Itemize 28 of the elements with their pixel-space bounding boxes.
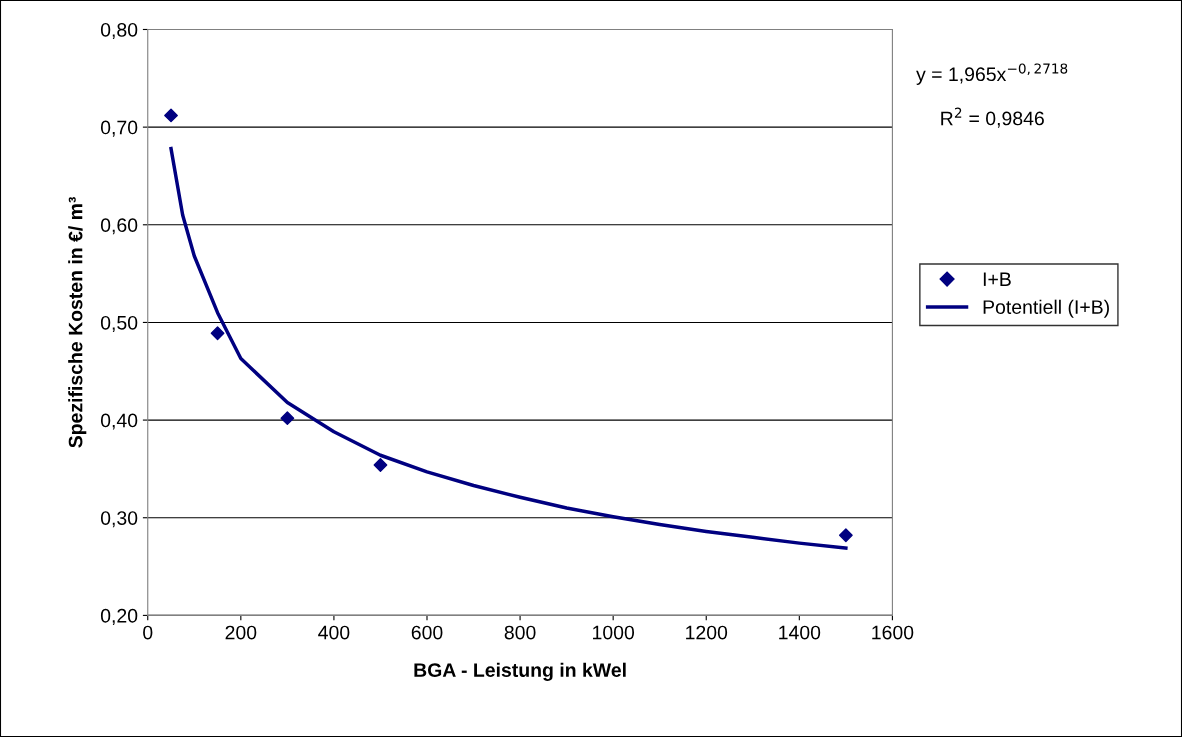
x-tick-label: 0 — [143, 625, 153, 640]
x-tick-label: 800 — [504, 625, 536, 640]
y-tick-label: 0,20 — [100, 608, 138, 625]
x-tick-label: 400 — [318, 625, 350, 640]
y-tick-label: 0,80 — [100, 22, 138, 40]
point — [164, 108, 178, 123]
x-tick-label: 1200 — [686, 625, 728, 640]
y-tick-label: 0,40 — [100, 413, 138, 430]
y-axis-title: Spezifische Kosten in €/ m³ — [68, 196, 87, 448]
legend-label: I+B — [983, 272, 1011, 286]
point — [210, 326, 225, 341]
x-tick-label: 1000 — [593, 625, 635, 640]
x-tick-label: 600 — [411, 625, 443, 640]
legend-label: Potentiell (I+B) — [983, 299, 1109, 318]
x-axis-title: BGA - Leistung in kWel — [414, 662, 626, 681]
y-tick-label: 0,60 — [100, 218, 138, 235]
y-tick-label: 0,70 — [100, 120, 138, 137]
text: y = 1,965x$^{−0,2718}$ — [916, 63, 1068, 85]
y-tick-label: 0,30 — [100, 511, 138, 528]
x-tick-label: 1600 — [872, 625, 914, 640]
point — [280, 411, 295, 426]
y-tick-label: 0,50 — [100, 315, 138, 332]
line-series — [169, 146, 848, 550]
text: R$^{2}$ = 0,9846 — [941, 107, 1044, 128]
x-tick-label: 1400 — [779, 625, 821, 640]
point — [373, 458, 388, 472]
x-tick-label: 200 — [225, 625, 257, 640]
point — [838, 528, 853, 543]
